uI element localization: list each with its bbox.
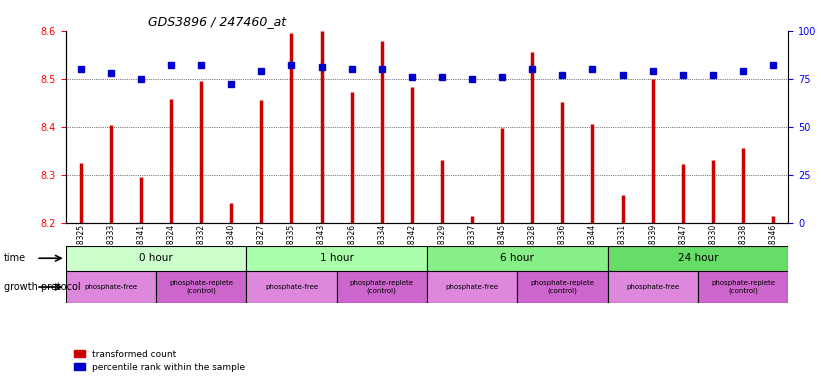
FancyBboxPatch shape (698, 271, 788, 303)
Text: 0 hour: 0 hour (139, 253, 173, 263)
Text: 6 hour: 6 hour (500, 253, 534, 263)
Text: GDS3896 / 247460_at: GDS3896 / 247460_at (148, 15, 286, 28)
Text: phosphate-free: phosphate-free (85, 284, 137, 290)
Text: phosphate-replete
(control): phosphate-replete (control) (711, 280, 775, 294)
FancyBboxPatch shape (517, 271, 608, 303)
FancyBboxPatch shape (427, 246, 608, 271)
FancyBboxPatch shape (608, 246, 788, 271)
Text: phosphate-replete
(control): phosphate-replete (control) (530, 280, 594, 294)
FancyBboxPatch shape (427, 271, 517, 303)
FancyBboxPatch shape (246, 271, 337, 303)
FancyBboxPatch shape (246, 246, 427, 271)
FancyBboxPatch shape (66, 271, 156, 303)
Text: phosphate-free: phosphate-free (265, 284, 318, 290)
Text: 1 hour: 1 hour (319, 253, 354, 263)
Text: growth protocol: growth protocol (4, 282, 80, 292)
Text: time: time (4, 253, 26, 263)
Text: phosphate-replete
(control): phosphate-replete (control) (169, 280, 233, 294)
FancyBboxPatch shape (66, 246, 246, 271)
FancyBboxPatch shape (156, 271, 246, 303)
Legend: transformed count, percentile rank within the sample: transformed count, percentile rank withi… (70, 346, 249, 376)
Text: phosphate-free: phosphate-free (626, 284, 679, 290)
FancyBboxPatch shape (337, 271, 427, 303)
Text: phosphate-free: phosphate-free (446, 284, 498, 290)
FancyBboxPatch shape (608, 271, 698, 303)
Text: 24 hour: 24 hour (677, 253, 718, 263)
Text: phosphate-replete
(control): phosphate-replete (control) (350, 280, 414, 294)
